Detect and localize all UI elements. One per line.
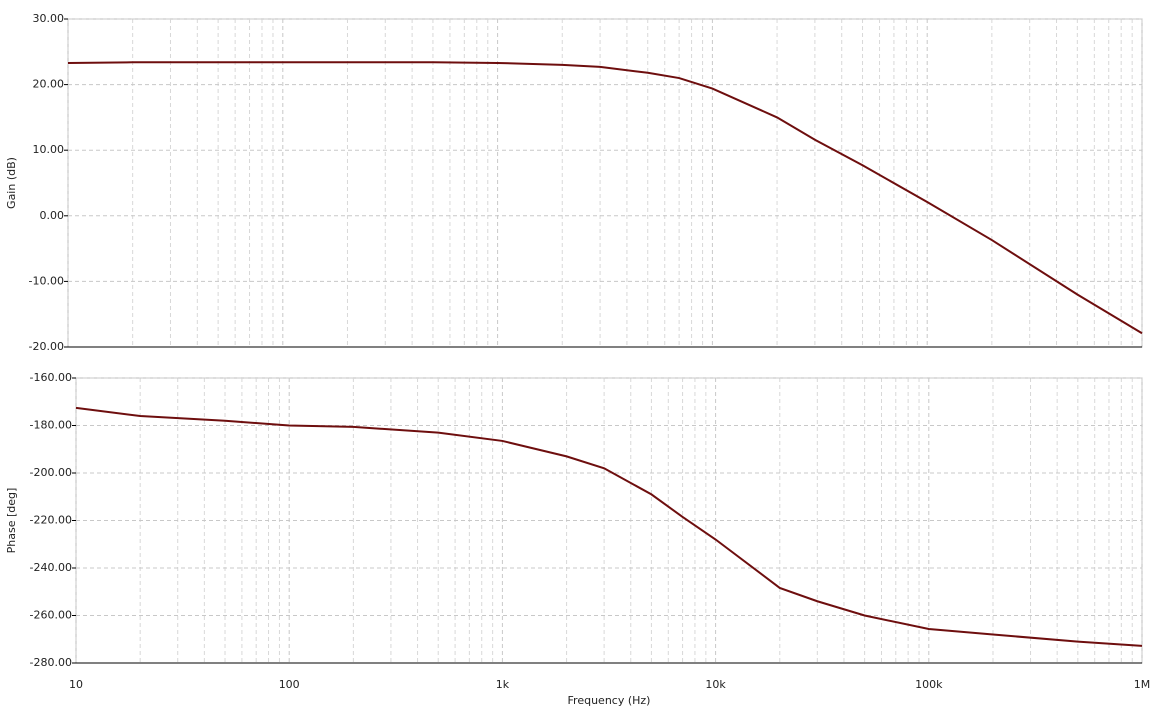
x-tick-label: 10	[69, 678, 83, 691]
series-line	[75, 406, 1143, 647]
y-tick-label: -280.00	[30, 656, 72, 669]
y-tick-label: -10.00	[29, 274, 64, 287]
series-line	[67, 61, 1143, 335]
x-tick-label: 100k	[915, 678, 943, 691]
y-tick-label: 30.00	[33, 12, 65, 25]
y-axis-label: Gain (dB)	[5, 157, 18, 209]
y-tick-label: 0.00	[40, 209, 65, 222]
y-tick-label: 10.00	[33, 143, 65, 156]
x-tick-label: 1M	[1134, 678, 1151, 691]
y-axis-label: Phase [deg]	[5, 488, 18, 554]
y-tick-label: -260.00	[30, 609, 72, 622]
y-tick-label: -160.00	[30, 371, 72, 384]
y-tick-label: -200.00	[30, 466, 72, 479]
y-tick-label: -220.00	[30, 514, 72, 527]
y-tick-label: -20.00	[29, 340, 64, 353]
x-tick-label: 1k	[496, 678, 510, 691]
plot-area	[67, 18, 1143, 348]
x-tick-label: 10k	[705, 678, 726, 691]
y-tick-label: -180.00	[30, 419, 72, 432]
x-axis-label: Frequency (Hz)	[568, 694, 651, 707]
y-tick-label: 20.00	[33, 78, 65, 91]
x-tick-label: 100	[279, 678, 300, 691]
y-tick-label: -240.00	[30, 561, 72, 574]
